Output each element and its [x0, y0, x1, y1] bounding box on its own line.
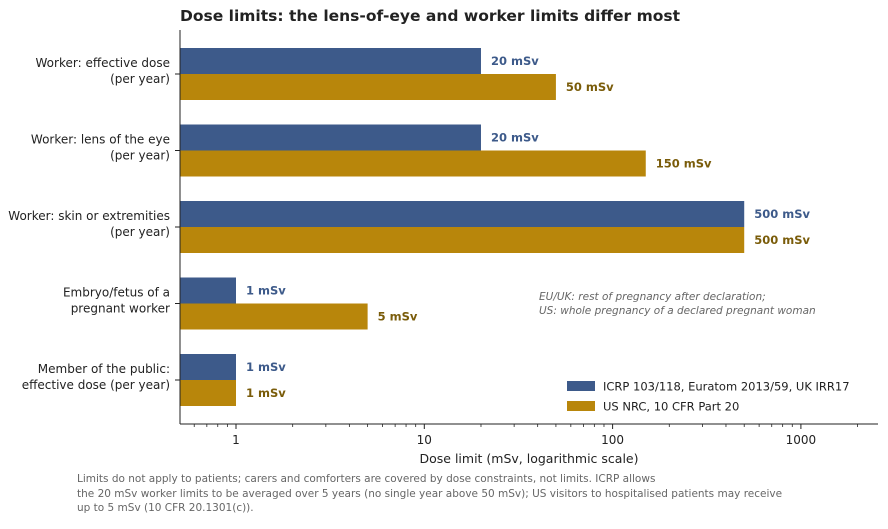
- category-label: effective dose (per year): [22, 378, 170, 392]
- data-label: 500 mSv: [754, 207, 810, 221]
- bar-icrp: [180, 201, 745, 227]
- data-label: 20 mSv: [491, 54, 539, 68]
- category-label: pregnant worker: [71, 302, 170, 316]
- category-label: Embryo/fetus of a: [63, 286, 170, 300]
- annotation-text: US: whole pregnancy of a declared pregna…: [539, 305, 816, 317]
- data-label: 5 mSv: [378, 310, 418, 324]
- footnote-line: the 20 mSv worker limits to be averaged …: [77, 487, 783, 500]
- category-label: Worker: effective dose: [36, 56, 170, 70]
- bar-nrc: [180, 227, 745, 253]
- x-tick-label: 1: [232, 433, 240, 447]
- x-tick-label: 100: [601, 433, 624, 447]
- footnote: Limits do not apply to patients; carers …: [77, 472, 867, 516]
- legend-label: US NRC, 10 CFR Part 20: [603, 400, 739, 414]
- bar-icrp: [180, 124, 481, 151]
- data-label: 1 mSv: [246, 386, 286, 400]
- bar-nrc: [180, 74, 556, 100]
- annotation-text: EU/UK: rest of pregnancy after declarati…: [539, 291, 766, 303]
- bar-icrp: [180, 48, 481, 74]
- legend-swatch: [567, 401, 595, 411]
- category-label: Worker: skin or extremities: [8, 209, 170, 223]
- x-tick-label: 1000: [786, 433, 817, 447]
- bar-nrc: [180, 303, 368, 330]
- data-label: 150 mSv: [656, 157, 712, 171]
- bar-icrp: [180, 354, 236, 380]
- data-label: 50 mSv: [566, 80, 614, 94]
- legend-label: ICRP 103/118, Euratom 2013/59, UK IRR17: [603, 380, 850, 394]
- category-label: (per year): [110, 72, 170, 86]
- x-axis-label: Dose limit (mSv, logarithmic scale): [420, 451, 639, 466]
- bar-nrc: [180, 150, 646, 177]
- x-tick-label: 10: [417, 433, 432, 447]
- data-label: 20 mSv: [491, 131, 539, 145]
- category-label: (per year): [110, 149, 170, 163]
- bar-nrc: [180, 380, 236, 406]
- category-label: Worker: lens of the eye: [31, 133, 170, 147]
- footnote-line: Limits do not apply to patients; carers …: [77, 473, 656, 485]
- category-label: Member of the public:: [38, 362, 170, 376]
- footnote-line: up to 5 mSv (10 CFR 20.1301(c)).: [77, 502, 254, 514]
- category-label: (per year): [110, 225, 170, 239]
- data-label: 1 mSv: [246, 284, 286, 298]
- chart-title: Dose limits: the lens-of-eye and worker …: [180, 7, 681, 25]
- data-label: 500 mSv: [754, 233, 810, 247]
- legend-swatch: [567, 381, 595, 391]
- data-label: 1 mSv: [246, 360, 286, 374]
- bar-icrp: [180, 277, 236, 304]
